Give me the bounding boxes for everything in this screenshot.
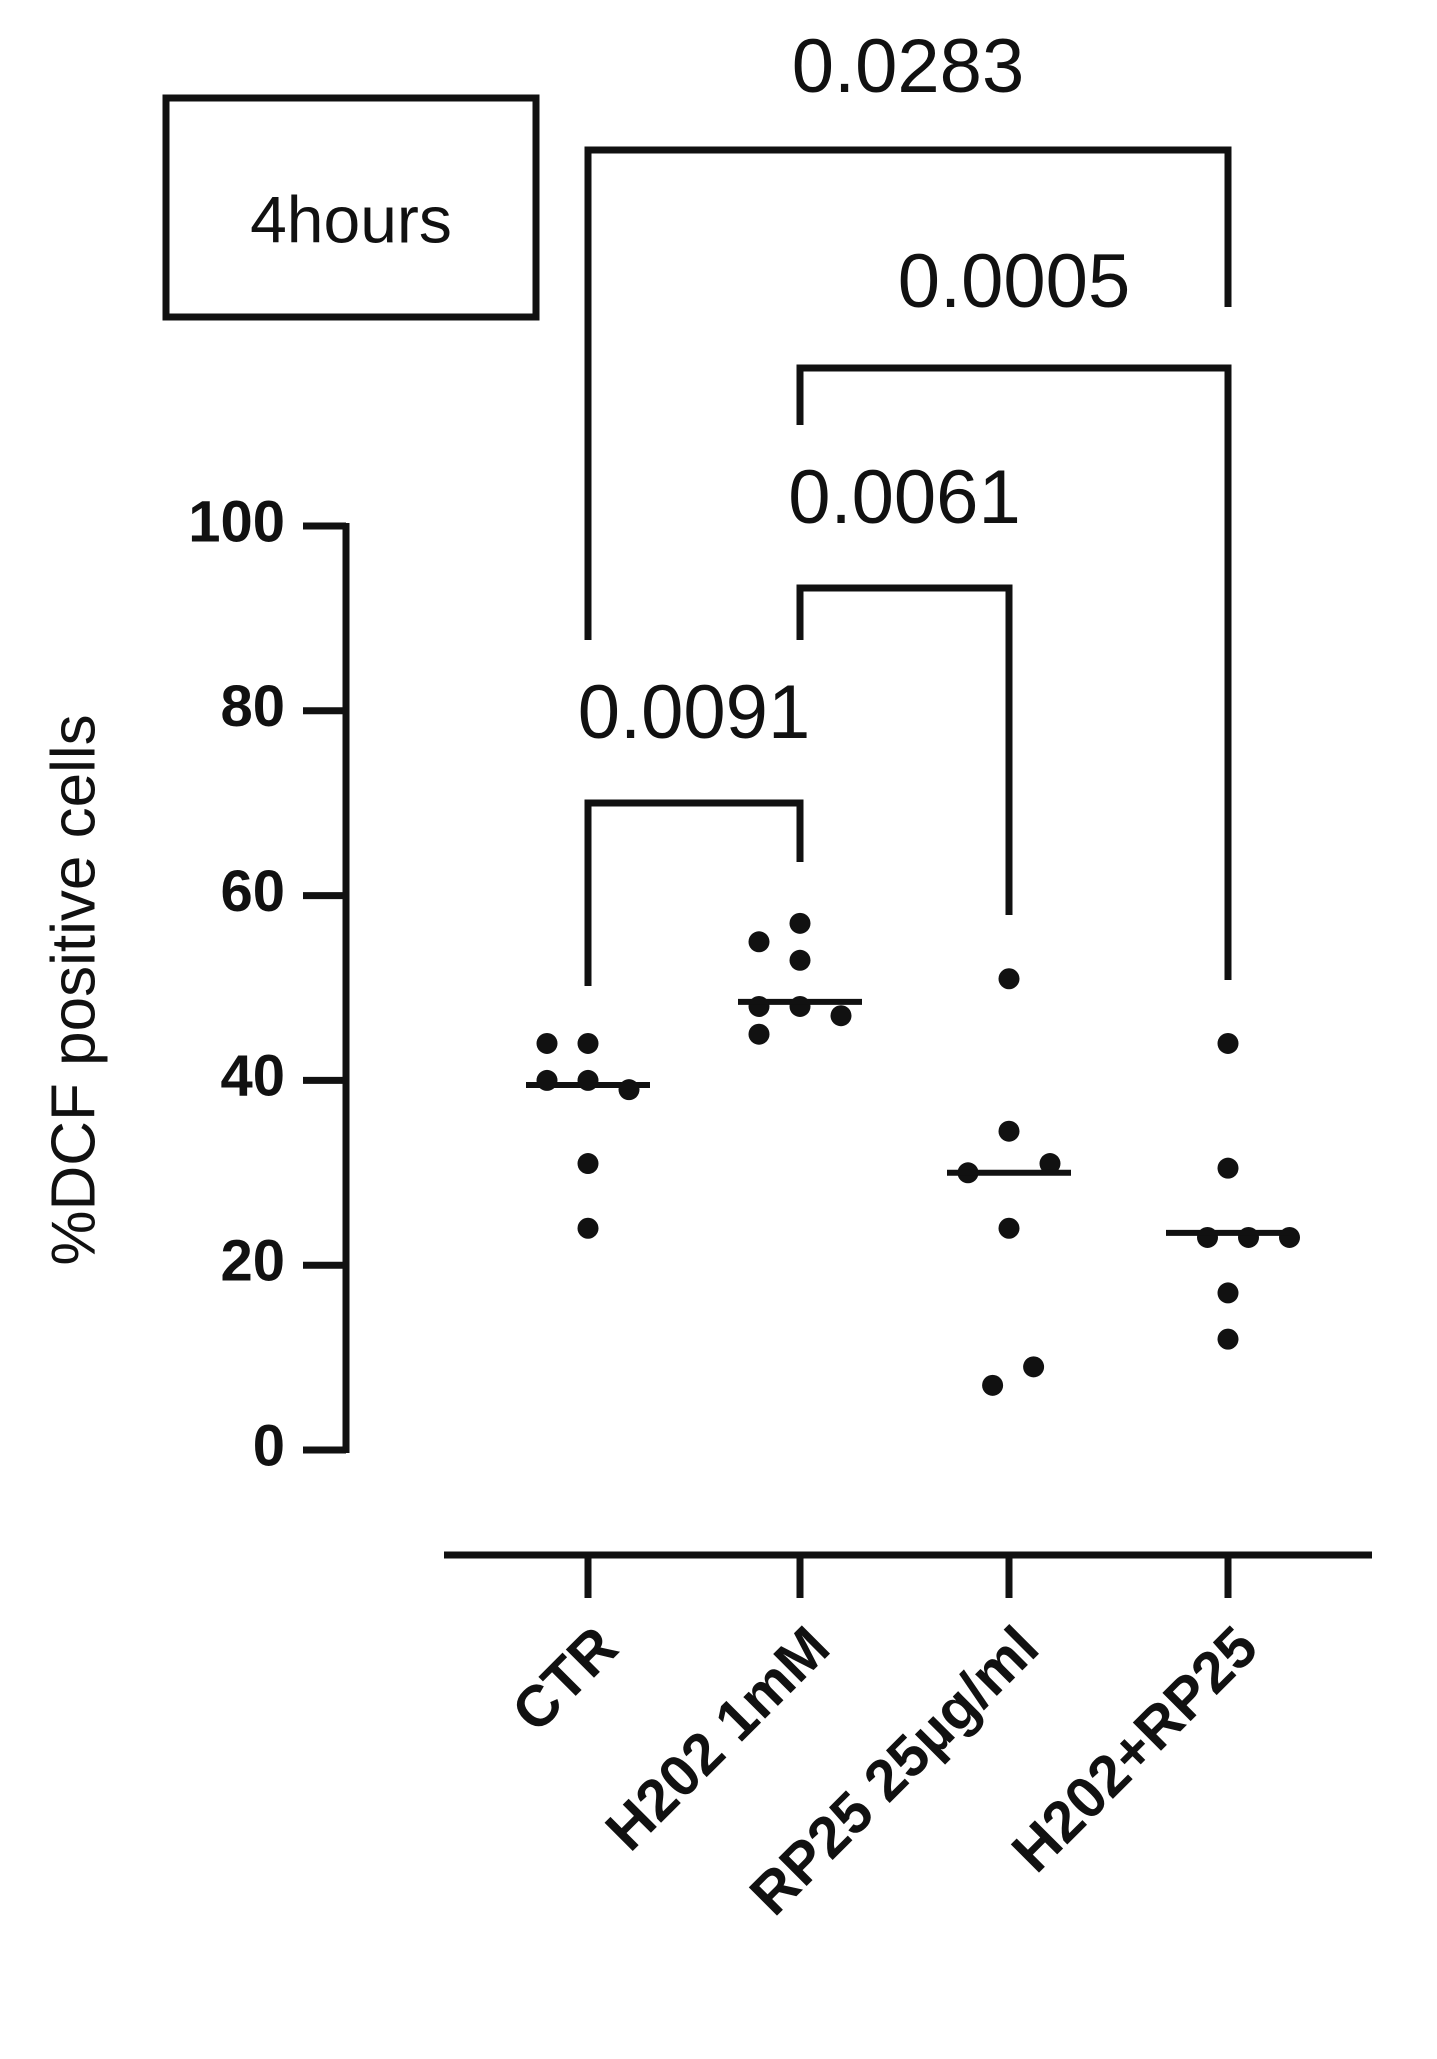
data-point (998, 968, 1020, 990)
y-tick-label: 20 (220, 1229, 285, 1294)
data-point (577, 1032, 599, 1054)
significance-bracket (796, 584, 1013, 915)
data-point (536, 1032, 558, 1054)
data-point (1217, 1328, 1239, 1350)
y-tick-label: 80 (220, 674, 285, 739)
p-value: 0.0061 (788, 455, 1020, 540)
data-point (748, 931, 770, 953)
y-tick-label: 40 (220, 1044, 285, 1109)
significance-bracket (796, 364, 1232, 980)
data-point (1039, 1153, 1061, 1175)
y-tick-label: 60 (220, 859, 285, 924)
annotation: 4hours (250, 182, 452, 256)
data-point (1217, 1032, 1239, 1054)
annotation-box (162, 94, 540, 321)
data-point (1217, 1157, 1239, 1179)
data-point (789, 912, 811, 934)
y-tick-label: 100 (188, 489, 285, 554)
data-point (577, 1153, 599, 1175)
data-point (998, 1120, 1020, 1142)
data-point (748, 1023, 770, 1045)
y-tick-label: 0 (253, 1413, 285, 1478)
data-point (1023, 1356, 1045, 1378)
data-point (982, 1374, 1004, 1396)
y-axis-label: %DCF positive cells (39, 714, 108, 1265)
data-point (577, 1217, 599, 1239)
data-point (1217, 1282, 1239, 1304)
significance-bracket (584, 799, 804, 986)
p-value: 0.0005 (898, 239, 1130, 324)
x-tick-label: CTR (500, 1614, 630, 1744)
data-point (830, 1005, 852, 1027)
data-point (998, 1217, 1020, 1239)
p-value: 0.0091 (578, 670, 810, 755)
data-point (789, 949, 811, 971)
p-value: 0.0283 (792, 24, 1024, 109)
significance-bracket (584, 146, 1232, 640)
